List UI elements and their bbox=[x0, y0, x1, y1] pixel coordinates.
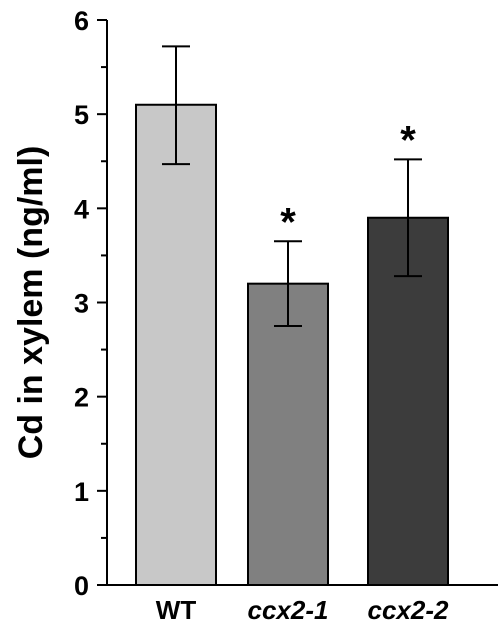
x-category-label: ccx2-1 bbox=[248, 595, 329, 625]
y-tick-label: 5 bbox=[74, 100, 89, 130]
y-tick-label: 4 bbox=[74, 194, 89, 224]
y-tick-label: 6 bbox=[74, 6, 89, 36]
x-category-label: ccx2-2 bbox=[368, 595, 449, 625]
y-tick-label: 1 bbox=[74, 477, 89, 507]
bar-WT bbox=[135, 103, 217, 586]
significance-asterisk: * bbox=[280, 200, 296, 244]
axes bbox=[106, 20, 498, 586]
y-tick-label: 0 bbox=[74, 571, 89, 601]
y-axis-title-group: Cd in xylem (ng/ml) bbox=[12, 146, 50, 460]
x-axis-categories: WT ccx2-1 ccx2-2 bbox=[156, 595, 449, 625]
y-tick-label: 2 bbox=[74, 383, 89, 413]
x-category-label: WT bbox=[156, 595, 197, 625]
bar-ccx2-2 bbox=[367, 216, 449, 586]
y-axis-ticks: 0 1 2 3 4 5 6 bbox=[74, 6, 107, 601]
y-axis-title: Cd in xylem (ng/ml) bbox=[12, 146, 50, 460]
bar-ccx2-1 bbox=[247, 282, 329, 586]
y-tick-label: 3 bbox=[74, 289, 89, 319]
significance-marks: ** bbox=[280, 118, 416, 244]
significance-asterisk: * bbox=[400, 118, 416, 162]
error-bars bbox=[162, 45, 422, 328]
bars bbox=[135, 103, 449, 586]
